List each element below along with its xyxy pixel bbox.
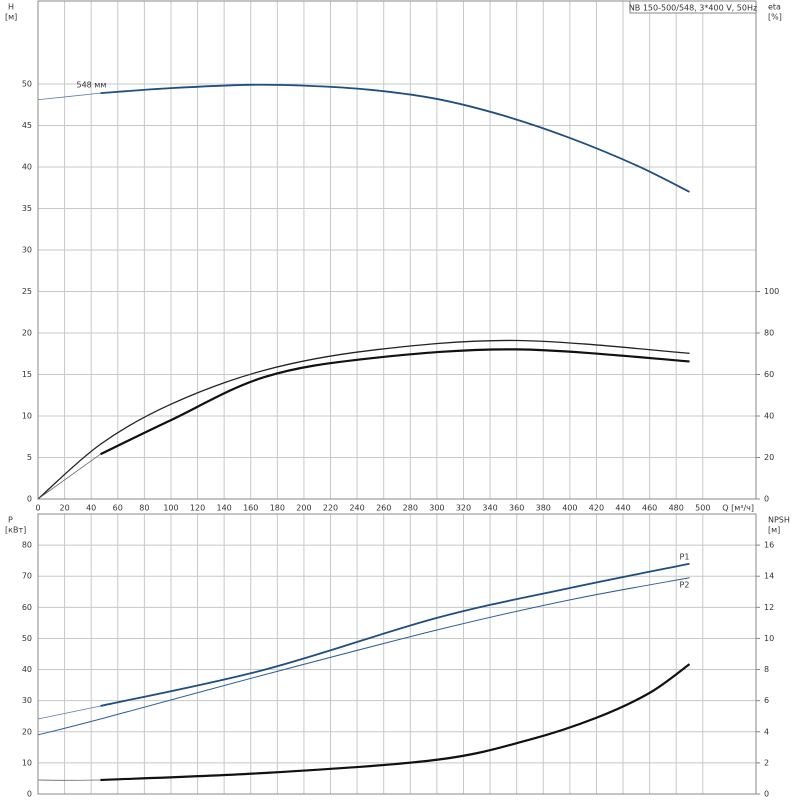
y-tick-label: 40 [22,665,32,674]
x-tick-label: 260 [376,504,391,513]
curve [37,92,101,101]
y-axis-label: H [8,3,14,12]
y-tick-label: 45 [22,121,32,130]
y-axis-unit: [м] [5,13,17,22]
y-axis-unit: [кВт] [5,526,26,535]
y-tick-label: 10 [22,758,32,767]
x-tick-label: 40 [86,504,96,513]
y2-tick-label: 80 [764,329,774,338]
y2-tick-label: 20 [764,453,774,462]
curve [37,705,101,720]
x-tick-label: 80 [139,504,149,513]
x-tick-label: 400 [562,504,577,513]
x-tick-label: 20 [59,504,69,513]
curve [100,83,690,193]
curve [37,339,690,500]
x-tick-label: 140 [217,504,232,513]
y2-axis-label: eta [768,3,781,12]
plot-frame [37,513,757,795]
x-tick-label: 360 [509,504,524,513]
y2-tick-label: 2 [764,758,769,767]
y-tick-label: 30 [22,246,32,255]
series-label: 548 мм [76,81,106,90]
y2-tick-label: 6 [764,696,769,705]
y-tick-label: 15 [22,370,32,379]
y2-tick-label: 8 [764,665,769,674]
curve [100,562,690,707]
x-tick-label: 340 [482,504,497,513]
x-tick-label: 320 [456,504,471,513]
y-tick-label: 0 [27,495,32,504]
series-label: P1 [680,552,690,561]
y2-tick-label: 12 [764,603,774,612]
y-tick-label: 30 [22,696,32,705]
y2-tick-label: 60 [764,370,774,379]
y-tick-label: 40 [22,163,32,172]
x-tick-label: 200 [296,504,311,513]
y-tick-label: 60 [22,603,32,612]
y-tick-label: 50 [22,634,32,643]
x-tick-label: 100 [163,504,178,513]
y-tick-label: 5 [27,453,32,462]
y-tick-label: 35 [22,204,32,213]
x-tick-label: 500 [695,504,710,513]
y2-tick-label: 14 [764,572,774,581]
series-label: P2 [680,580,690,589]
y-tick-label: 80 [22,541,32,550]
y-tick-label: 20 [22,727,32,736]
y-tick-label: 25 [22,287,32,296]
curve [100,663,691,782]
x-tick-label: 380 [536,504,551,513]
chart-title: NB 150-500/548, 3*400 V, 50Hz [629,4,757,13]
y-tick-label: 0 [27,790,32,799]
y2-tick-label: 40 [764,412,774,421]
x-tick-label: 280 [403,504,418,513]
y-tick-label: 20 [22,329,32,338]
x-tick-label: 160 [243,504,258,513]
x-tick-label: 60 [113,504,123,513]
curve [37,577,690,736]
x-tick-label: 460 [642,504,657,513]
curve [37,453,101,500]
x-tick-label: 240 [349,504,364,513]
y2-axis-unit: [м] [768,526,780,535]
x-tick-label: 220 [323,504,338,513]
x-tick-label: 180 [270,504,285,513]
curve [100,348,690,456]
y2-tick-label: 100 [764,287,779,296]
x-tick-label: 120 [190,504,205,513]
y-tick-label: 70 [22,572,32,581]
y2-tick-label: 10 [764,634,774,643]
y2-tick-label: 0 [764,495,769,504]
x-tick-label: 420 [589,504,604,513]
title-box [629,0,757,14]
x-tick-label: 0 [35,504,40,513]
x-axis-label: Q [м³/ч] [722,504,754,513]
y-tick-label: 50 [22,80,32,89]
y-axis-label: P [8,516,13,525]
x-tick-label: 480 [669,504,684,513]
y2-axis-unit: [%] [768,13,782,22]
y-tick-label: 10 [22,412,32,421]
x-tick-label: 440 [615,504,630,513]
y2-tick-label: 16 [764,541,774,550]
y2-tick-label: 0 [764,790,769,799]
plot-frame [37,0,757,500]
y2-axis-label: NPSH [768,516,790,525]
y2-tick-label: 4 [764,727,769,736]
x-tick-label: 300 [429,504,444,513]
